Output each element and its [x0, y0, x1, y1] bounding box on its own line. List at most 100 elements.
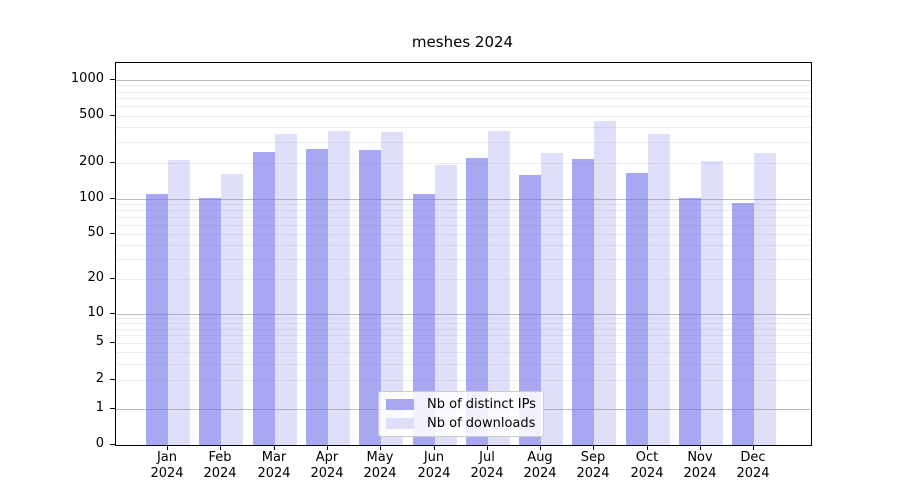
x-tick-label: Sep 2024 [576, 450, 610, 481]
gridline-minor [116, 259, 811, 261]
x-tick-label: Oct 2024 [630, 450, 664, 481]
gridline-minor [116, 318, 811, 320]
x-tick [220, 445, 221, 450]
bar-downloads-oct [648, 134, 670, 445]
legend-label-distinct-ips: Nb of distinct IPs [427, 397, 536, 413]
x-tick [700, 445, 701, 450]
y-tick [110, 198, 115, 199]
x-tick [167, 445, 168, 450]
bar-downloads-nov [701, 161, 723, 445]
bar-downloads-jan [168, 160, 190, 445]
y-tick [110, 313, 115, 314]
gridline-minor [116, 106, 811, 108]
bar-downloads-aug [541, 153, 563, 445]
x-tick [753, 445, 754, 450]
gridline-minor [116, 98, 811, 100]
gridline-minor [116, 323, 811, 325]
gridline-minor [116, 127, 811, 129]
gridline-minor [116, 115, 811, 117]
y-tick-label: 200 [79, 154, 104, 169]
x-tick [540, 445, 541, 450]
y-tick [110, 342, 115, 343]
gridline-minor [116, 363, 811, 365]
y-tick [110, 233, 115, 234]
legend-swatch-distinct-ips-icon [386, 399, 414, 411]
bar-downloads-sep [594, 121, 616, 445]
y-tick-label: 10 [87, 305, 104, 320]
gridline-minor [116, 91, 811, 93]
gridline-major [116, 199, 811, 200]
y-tick-label: 100 [79, 190, 104, 205]
gridline-minor [116, 233, 811, 235]
legend-swatch-downloads-icon [386, 417, 414, 429]
bar-downloads-may [381, 132, 403, 445]
y-tick-label: 500 [79, 107, 104, 122]
gridline-minor [116, 335, 811, 337]
x-tick-label: Nov 2024 [683, 450, 717, 481]
bar-ips-nov [679, 198, 701, 445]
x-tick [487, 445, 488, 450]
x-tick [593, 445, 594, 450]
gridline-minor [116, 85, 811, 87]
bar-downloads-jul [488, 131, 510, 445]
bar-downloads-dec [754, 153, 776, 445]
bar-ips-dec [732, 203, 754, 445]
gridline-minor [116, 204, 811, 206]
gridline-minor [116, 142, 811, 144]
x-tick [380, 445, 381, 450]
gridline-minor [116, 279, 811, 281]
bar-downloads-jun [435, 165, 457, 445]
bar-ips-oct [626, 173, 648, 445]
gridline-minor [116, 328, 811, 330]
gridline-minor [116, 216, 811, 218]
x-tick-label: Aug 2024 [523, 450, 557, 481]
bar-ips-may [359, 150, 381, 445]
x-tick [647, 445, 648, 450]
x-tick [274, 445, 275, 450]
y-tick-label: 2 [95, 371, 104, 386]
y-tick [110, 162, 115, 163]
bar-ips-jan [146, 194, 168, 445]
y-tick-label: 0 [95, 436, 104, 451]
gridline-minor [116, 244, 811, 246]
bar-ips-mar [253, 152, 275, 445]
bar-downloads-feb [221, 174, 243, 445]
x-tick [327, 445, 328, 450]
y-tick-label: 5 [95, 334, 104, 349]
x-tick-label: Dec 2024 [736, 450, 770, 481]
y-tick-label: 50 [87, 225, 104, 240]
y-tick [110, 379, 115, 380]
gridline-minor [116, 380, 811, 382]
x-tick-label: Apr 2024 [310, 450, 344, 481]
bar-ips-feb [199, 198, 221, 445]
gridline-major [116, 80, 811, 81]
bar-ips-aug [519, 175, 541, 445]
gridline-minor [116, 210, 811, 212]
y-tick [110, 79, 115, 80]
bar-downloads-apr [328, 131, 350, 445]
x-tick-label: Mar 2024 [257, 450, 291, 481]
x-tick [434, 445, 435, 450]
y-tick-label: 1 [95, 400, 104, 415]
x-tick-label: Jul 2024 [470, 450, 504, 481]
legend-label-downloads: Nb of downloads [427, 415, 536, 431]
bar-ips-sep [572, 159, 594, 445]
legend: Nb of distinct IPs Nb of downloads [378, 391, 544, 437]
legend-item-downloads: Nb of downloads [386, 416, 536, 431]
y-tick [110, 278, 115, 279]
y-tick-label: 20 [87, 270, 104, 285]
gridline-major [116, 314, 811, 315]
plot-area [115, 62, 812, 446]
y-tick [110, 115, 115, 116]
x-tick-label: May 2024 [363, 450, 397, 481]
chart-title: meshes 2024 [411, 33, 514, 51]
x-tick-label: Jan 2024 [150, 450, 184, 481]
x-tick-label: Jun 2024 [417, 450, 451, 481]
x-tick-label: Feb 2024 [203, 450, 237, 481]
gridline-minor [116, 351, 811, 353]
gridline-minor [116, 342, 811, 344]
y-tick [110, 444, 115, 445]
bar-ips-jul [466, 158, 488, 445]
bar-ips-jun [413, 194, 435, 445]
